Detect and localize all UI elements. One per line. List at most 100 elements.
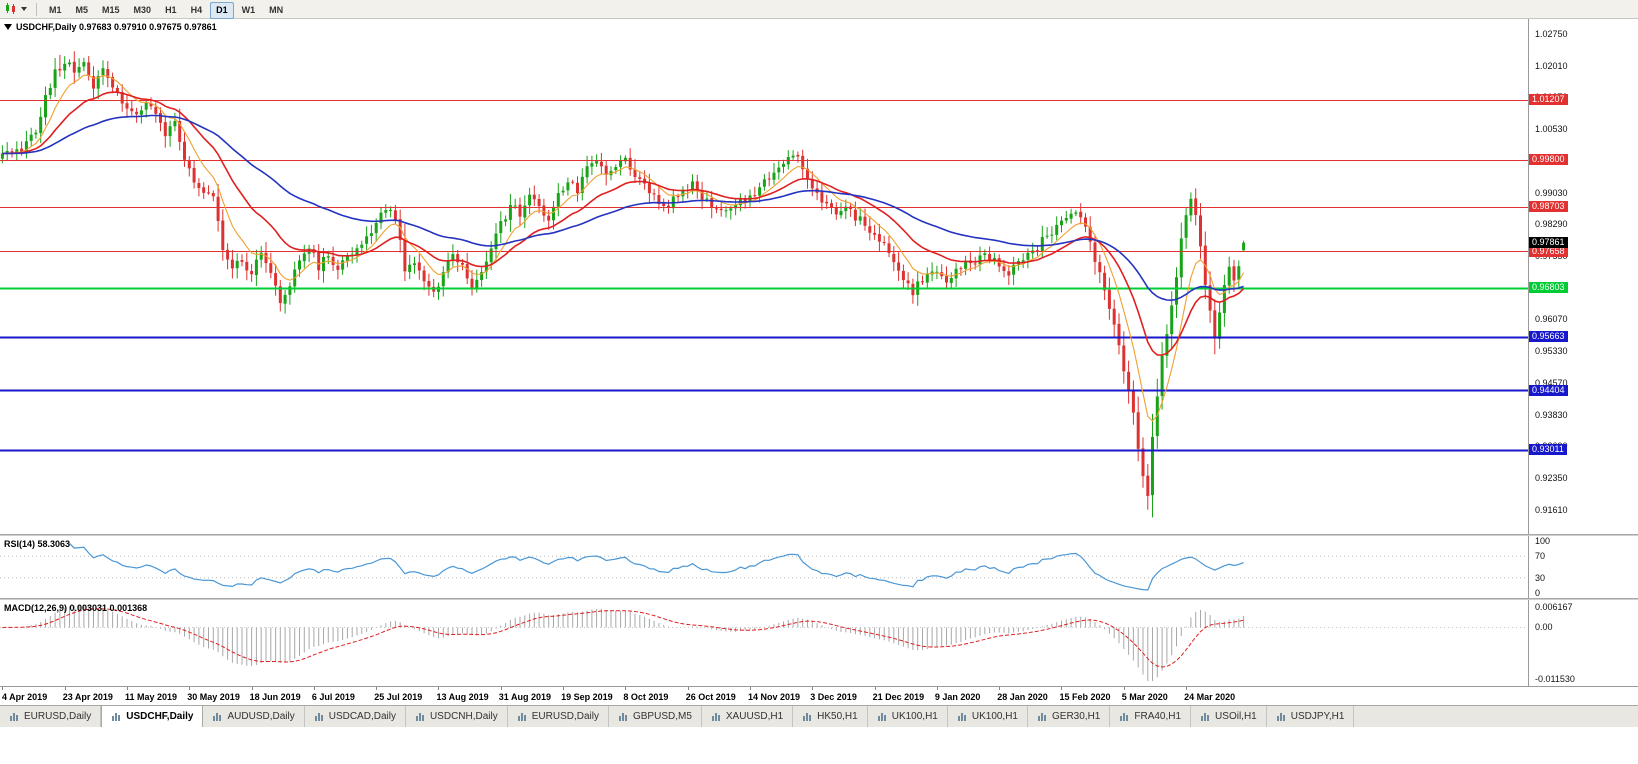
time-axis: 4 Apr 2019 23 Apr 2019 11 May 2019 30 May 2… xyxy=(0,686,1638,705)
dropdown-caret-icon[interactable] xyxy=(21,7,27,11)
candle-body xyxy=(68,62,71,65)
timeframe-button-mn[interactable]: MN xyxy=(269,4,284,15)
timeframe-button-h1[interactable]: H1 xyxy=(165,4,177,15)
candle-body xyxy=(1112,308,1116,325)
candle-body xyxy=(537,199,541,207)
candle-body xyxy=(954,268,958,279)
candle-body xyxy=(96,76,100,89)
price-plot[interactable] xyxy=(0,19,1528,534)
chart-tab-eurusd-daily[interactable]: EURUSD,Daily xyxy=(0,706,102,727)
candle-body xyxy=(988,254,992,260)
candle-body xyxy=(561,190,565,193)
candle-body xyxy=(1093,242,1097,262)
macd-tick-label: -0.011530 xyxy=(1535,674,1575,684)
pane-splitter[interactable] xyxy=(0,534,1638,536)
chart-tab-usdcad-daily[interactable]: USDCAD,Daily xyxy=(304,706,406,727)
macd-plot[interactable] xyxy=(0,600,1528,686)
level-price-badge: 0.94404 xyxy=(1529,384,1568,396)
tab-chart-icon xyxy=(314,712,323,721)
candle-body xyxy=(595,161,599,164)
candle-body xyxy=(571,181,575,183)
candle-body xyxy=(163,122,167,137)
timeframe-button-m5[interactable]: M5 xyxy=(75,4,89,15)
macd-histogram xyxy=(6,605,1245,681)
time-tick xyxy=(1061,687,1062,690)
timeframe-button-w1[interactable]: W1 xyxy=(241,4,256,15)
chart-type-icon[interactable] xyxy=(3,2,19,16)
timeframe-button-m30[interactable]: M30 xyxy=(133,4,152,15)
chart-tab-gbpusd-m5[interactable]: GBPUSD,M5 xyxy=(608,706,702,727)
candle-body xyxy=(374,223,378,234)
pane-splitter[interactable] xyxy=(0,598,1638,600)
candle-body xyxy=(53,69,57,88)
time-tick xyxy=(127,687,128,690)
timeframe-button-d1[interactable]: D1 xyxy=(210,1,234,19)
chart-tab-audusd-daily[interactable]: AUDUSD,Daily xyxy=(203,706,305,727)
candle-body xyxy=(245,261,249,271)
macd-pane[interactable]: MACD(12,26,9) 0.003031 0.001368 0.006167… xyxy=(0,600,1638,686)
chart-tab-label: GER30,H1 xyxy=(1052,711,1101,722)
time-tick xyxy=(252,687,253,690)
timeframe-button-h4[interactable]: H4 xyxy=(190,4,203,15)
time-axis-label: 4 Apr 2019 xyxy=(2,692,48,702)
candle-body xyxy=(628,157,632,170)
candle-body xyxy=(964,260,968,269)
candle-body xyxy=(302,253,306,262)
candle-body xyxy=(317,252,321,271)
candle-body xyxy=(1074,212,1078,214)
candle-body xyxy=(144,103,148,110)
tab-chart-icon xyxy=(1201,712,1210,721)
candle-body xyxy=(700,191,704,200)
candle-body xyxy=(341,260,345,270)
time-axis-label: 21 Dec 2019 xyxy=(872,692,925,702)
rsi-pane[interactable]: RSI(14) 58.3063 100 70 30 0 xyxy=(0,536,1638,598)
candle-body xyxy=(475,279,479,288)
chart-tab-label: FRA40,H1 xyxy=(1134,711,1182,722)
chart-tab-usdjpy-h1[interactable]: USDJPY,H1 xyxy=(1266,706,1355,727)
chart-tab-uk100-h1[interactable]: UK100,H1 xyxy=(947,706,1028,727)
chart-tab-usoil-h1[interactable]: USOil,H1 xyxy=(1191,706,1267,727)
candle-body xyxy=(882,242,886,243)
candle-body xyxy=(973,263,977,265)
candle-body xyxy=(566,182,570,191)
candle-body xyxy=(1199,215,1202,247)
chart-tab-fra40-h1[interactable]: FRA40,H1 xyxy=(1110,706,1192,727)
level-price-badge: 0.98703 xyxy=(1529,201,1568,213)
chart-tab-xauusd-h1[interactable]: XAUUSD,H1 xyxy=(701,706,794,727)
candle-body xyxy=(154,107,158,114)
candle-body xyxy=(168,126,172,137)
chart-tab-eurusd-daily[interactable]: EURUSD,Daily xyxy=(507,706,609,727)
candle-body xyxy=(734,204,738,209)
candle-body xyxy=(427,281,431,287)
level-price-badge: 0.95663 xyxy=(1529,331,1568,343)
candle-body xyxy=(820,192,824,203)
timeframe-button-m1[interactable]: M1 xyxy=(49,4,62,15)
candle-body xyxy=(657,195,661,204)
chart-tab-hk50-h1[interactable]: HK50,H1 xyxy=(793,706,868,727)
candle-body xyxy=(48,88,52,96)
candle-body xyxy=(1127,371,1131,391)
chart-tab-ger30-h1[interactable]: GER30,H1 xyxy=(1028,706,1111,727)
candle-body xyxy=(901,270,905,281)
price-pane[interactable]: USDCHF,Daily 0.97683 0.97910 0.97675 0.9… xyxy=(0,19,1638,534)
candle-body xyxy=(590,163,594,167)
chart-tab-usdchf-daily[interactable]: USDCHF,Daily xyxy=(101,706,204,727)
candle-body xyxy=(207,192,210,194)
candle-body xyxy=(796,155,800,157)
tab-chart-icon xyxy=(1276,712,1285,721)
candle-body xyxy=(288,286,292,295)
macd-tick-label: 0.006167 xyxy=(1535,602,1573,612)
chart-tab-uk100-h1[interactable]: UK100,H1 xyxy=(867,706,948,727)
chart-tab-usdcnh-daily[interactable]: USDCNH,Daily xyxy=(405,706,508,727)
candle-body xyxy=(24,141,28,152)
candle-body xyxy=(925,273,929,283)
timeframe-button-m15[interactable]: M15 xyxy=(102,4,120,15)
candle-body xyxy=(39,116,43,134)
rsi-axis: 100 70 30 0 xyxy=(1528,536,1638,598)
price-tick-label: 0.99030 xyxy=(1535,187,1568,198)
rsi-plot[interactable] xyxy=(0,536,1528,598)
macd-tick-label: 0.00 xyxy=(1535,622,1553,633)
tab-chart-icon xyxy=(618,712,627,721)
candle-body xyxy=(1002,266,1006,271)
time-tick xyxy=(812,687,813,690)
